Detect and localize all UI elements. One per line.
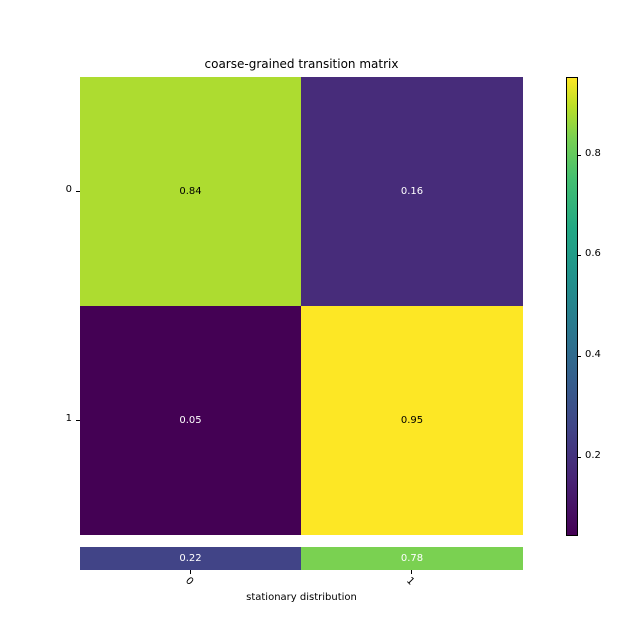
colorbar-label-02: 0.2 <box>585 450 601 461</box>
y-tick-label-1: 1 <box>65 413 72 424</box>
colorbar <box>566 77 578 536</box>
cell-1-1: 0.95 <box>301 306 523 535</box>
colorbar-tick-02 <box>577 457 581 458</box>
colorbar-label-04: 0.4 <box>585 349 601 360</box>
colorbar-label-08: 0.8 <box>585 148 601 159</box>
colorbar-tick-04 <box>577 356 581 357</box>
colorbar-tick-08 <box>577 155 581 156</box>
stationary-cell-0: 0.22 <box>80 547 301 570</box>
x-tick-0 <box>190 570 191 574</box>
y-tick-label-0: 0 <box>65 184 72 195</box>
y-tick-1 <box>76 420 80 421</box>
x-tick-1 <box>411 570 412 574</box>
x-axis-label: stationary distribution <box>246 592 357 603</box>
chart-title: coarse-grained transition matrix <box>204 57 399 71</box>
cell-0-1: 0.16 <box>301 77 523 306</box>
y-tick-0 <box>76 191 80 192</box>
x-tick-label-1: 1 <box>404 575 417 588</box>
cell-0-0: 0.84 <box>80 77 301 306</box>
x-tick-label-0: 0 <box>183 575 196 588</box>
stationary-cell-1: 0.78 <box>301 547 523 570</box>
colorbar-tick-06 <box>577 255 581 256</box>
colorbar-label-06: 0.6 <box>585 248 601 259</box>
cell-1-0: 0.05 <box>80 306 301 535</box>
